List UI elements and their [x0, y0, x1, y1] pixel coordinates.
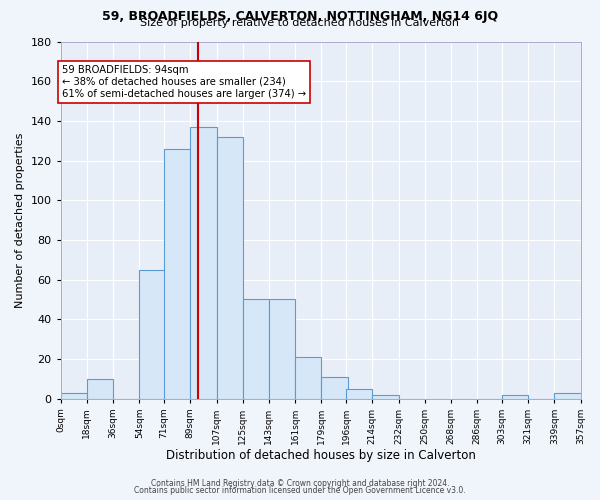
Bar: [87, 378, 113, 398]
Y-axis label: Number of detached properties: Number of detached properties: [15, 132, 25, 308]
Bar: [295, 357, 322, 399]
Bar: [372, 394, 398, 398]
Bar: [139, 270, 166, 398]
Text: 59 BROADFIELDS: 94sqm
← 38% of detached houses are smaller (234)
61% of semi-det: 59 BROADFIELDS: 94sqm ← 38% of detached …: [62, 66, 306, 98]
Bar: [322, 376, 347, 398]
Bar: [346, 388, 372, 398]
Bar: [164, 148, 190, 398]
Bar: [502, 394, 528, 398]
Bar: [269, 300, 295, 398]
Bar: [554, 392, 581, 398]
Text: 59, BROADFIELDS, CALVERTON, NOTTINGHAM, NG14 6JQ: 59, BROADFIELDS, CALVERTON, NOTTINGHAM, …: [102, 10, 498, 23]
X-axis label: Distribution of detached houses by size in Calverton: Distribution of detached houses by size …: [166, 450, 476, 462]
Text: Size of property relative to detached houses in Calverton: Size of property relative to detached ho…: [140, 18, 460, 28]
Text: Contains public sector information licensed under the Open Government Licence v3: Contains public sector information licen…: [134, 486, 466, 495]
Bar: [217, 136, 243, 398]
Bar: [61, 392, 87, 398]
Text: Contains HM Land Registry data © Crown copyright and database right 2024.: Contains HM Land Registry data © Crown c…: [151, 478, 449, 488]
Bar: [243, 300, 269, 398]
Bar: [190, 127, 217, 398]
